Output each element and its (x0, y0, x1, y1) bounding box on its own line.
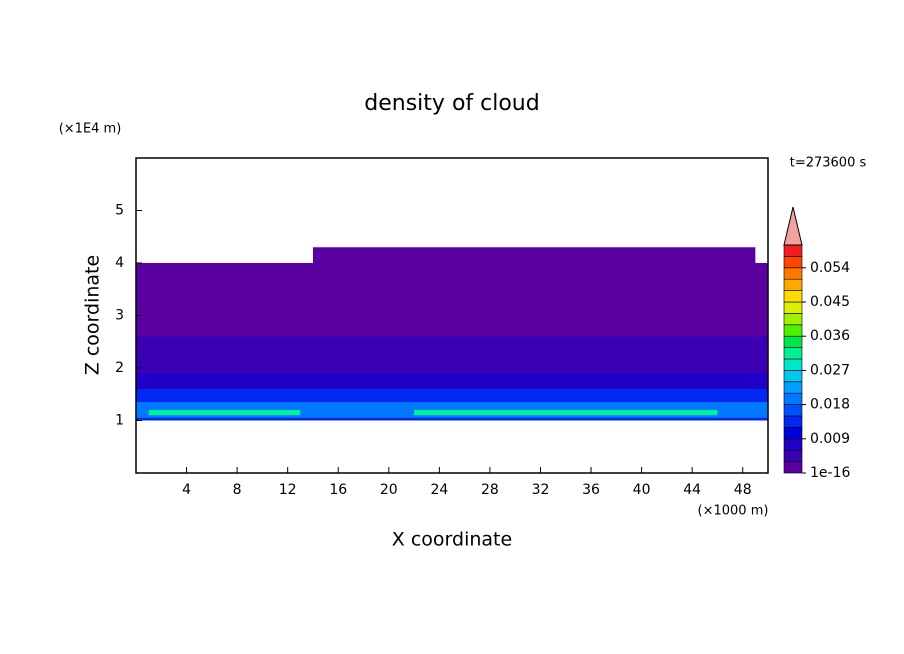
colorbar-box (783, 244, 803, 257)
colorbar-box (783, 449, 803, 462)
colorbar-tick-label: 0.009 (810, 431, 850, 447)
x-tick-label: 40 (633, 482, 651, 498)
y-tick-label: 5 (115, 203, 124, 219)
colorbar-over (783, 206, 803, 246)
contour-region (414, 410, 718, 416)
colorbar-tick-label: 0.045 (810, 294, 850, 310)
x-tick-label: 28 (481, 482, 499, 498)
colorbar-box (783, 461, 803, 474)
x-tick-label: 24 (430, 482, 448, 498)
colorbar-box (783, 438, 803, 451)
x-tick-label: 36 (582, 482, 600, 498)
y-tick-label: 3 (115, 308, 124, 324)
colorbar-box (783, 347, 803, 360)
x-tick-label: 12 (279, 482, 297, 498)
y-tick-label: 1 (115, 413, 124, 429)
y-unit: (×1E4 m) (59, 122, 122, 137)
contour-region (148, 410, 301, 416)
colorbar-tick-label: 0.027 (810, 362, 850, 378)
colorbar-box (783, 324, 803, 337)
colorbar-box (783, 404, 803, 417)
colorbar-tick-label: 1e-16 (810, 465, 850, 481)
chart-title: density of cloud (364, 91, 539, 116)
colorbar-tick-label: 0.018 (810, 397, 850, 413)
colorbar-box (783, 358, 803, 371)
colorbar-box (783, 415, 803, 428)
colorbar-box (783, 301, 803, 314)
x-tick-label: 16 (329, 482, 347, 498)
colorbar-box (783, 392, 803, 405)
x-tick-label: 20 (380, 482, 398, 498)
colorbar-box (783, 313, 803, 326)
x-tick-label: 44 (683, 482, 701, 498)
colorbar-box (783, 381, 803, 394)
x-unit: (×1000 m) (698, 504, 769, 519)
x-tick-label: 48 (734, 482, 752, 498)
y-tick-label: 4 (115, 255, 124, 271)
colorbar-box (783, 256, 803, 269)
x-tick-label: 32 (532, 482, 550, 498)
contour-region (312, 247, 756, 263)
y-tick-label: 2 (115, 360, 124, 376)
x-axis-label: X coordinate (392, 529, 512, 551)
colorbar-tick-label: 0.054 (810, 260, 850, 276)
y-axis-label: Z coordinate (82, 255, 104, 375)
x-tick-label: 8 (233, 482, 242, 498)
time-label: t=273600 s (790, 156, 867, 171)
colorbar-box (783, 370, 803, 383)
colorbar-box (783, 267, 803, 280)
colorbar-box (783, 335, 803, 348)
colorbar-box (783, 278, 803, 291)
x-tick-label: 4 (182, 482, 191, 498)
colorbar-box (783, 290, 803, 303)
colorbar-tick-label: 0.036 (810, 328, 850, 344)
colorbar-box (783, 427, 803, 440)
